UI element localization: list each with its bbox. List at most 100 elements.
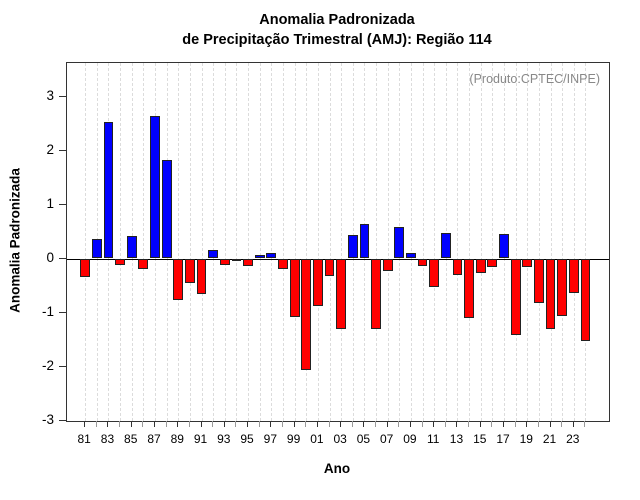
x-tick [491,421,493,427]
x-tick [409,421,411,427]
bar-89 [173,258,184,300]
grid-line [306,63,308,421]
bar-14 [464,258,475,318]
x-tick [258,421,260,427]
grid-line [585,63,587,421]
x-tick-label: 87 [147,432,161,446]
x-tick [188,421,190,427]
bar-01 [312,258,323,307]
grid-line [201,63,203,421]
bar-97 [266,253,277,259]
x-tick-label: 91 [193,432,208,446]
bar-08 [394,226,405,259]
x-tick [433,421,435,427]
source-annotation: (Produto:CPTEC/INPE) [469,72,600,86]
x-tick [340,421,342,427]
bar-21 [545,258,556,329]
grid-line [120,63,122,421]
bar-13 [452,258,463,275]
bar-09 [406,253,416,259]
y-tick [59,257,66,259]
x-tick-label: 85 [124,432,138,446]
x-tick [421,421,423,427]
bar-82 [91,238,102,259]
x-tick-label: 11 [426,432,440,446]
x-tick [456,421,458,427]
x-tick [200,421,202,427]
chart-title-line1: Anomalia Padronizada [259,12,415,28]
x-tick-label: 99 [286,432,301,446]
x-tick-label: 07 [379,432,394,446]
x-tick [130,421,132,427]
x-tick-label: 23 [566,432,580,446]
y-tick-label: 0 [46,249,54,265]
x-tick-label: 17 [496,432,510,446]
x-tick-label: 03 [333,432,347,446]
y-tick [59,95,66,97]
bar-18 [510,258,521,336]
x-tick [444,421,446,427]
bar-16 [487,258,498,267]
bar-15 [475,258,486,274]
x-tick [386,421,388,427]
bar-91 [196,258,207,295]
x-tick [270,421,272,427]
x-tick-label: 15 [473,432,487,446]
grid-line [515,63,517,421]
x-tick [281,421,283,427]
bar-98 [278,258,288,270]
x-tick [561,421,563,427]
x-tick [119,421,121,427]
y-tick-label: 1 [46,195,54,211]
grid-line [422,63,424,421]
bar-20 [534,258,544,303]
bar-03 [336,258,347,329]
grid-line [248,63,250,421]
grid-line [492,63,494,421]
bar-05 [359,223,370,259]
x-tick-label: 01 [310,432,324,446]
x-tick [328,421,330,427]
bar-96 [254,255,265,259]
grid-line [224,63,226,421]
bar-93 [219,258,230,265]
x-tick [503,421,505,427]
bar-24 [580,258,591,341]
bar-81 [80,258,91,278]
grid-line [341,63,343,421]
chart-title-line2: de Precipitação Trimestral (AMJ): Região… [182,32,492,48]
x-tick [177,421,179,427]
bar-04 [347,234,358,259]
x-tick [514,421,516,427]
grid-line [85,63,87,421]
grid-line [387,63,389,421]
grid-line [236,63,238,421]
x-tick-label: 13 [449,432,464,446]
x-tick [165,421,167,427]
x-tick [235,421,237,427]
x-tick [142,421,144,427]
y-tick [59,149,66,151]
grid-line [317,63,319,421]
bar-22 [557,258,568,316]
bar-06 [371,258,381,329]
plot-area [66,62,610,422]
x-tick-label: 05 [356,432,371,446]
x-tick [398,421,400,427]
bar-86 [138,258,149,270]
x-tick [293,421,295,427]
bar-00 [301,258,312,371]
bar-12 [440,233,451,259]
x-tick [584,421,586,427]
bar-85 [126,235,137,259]
grid-line [376,63,378,421]
bar-92 [208,250,219,259]
x-tick [572,421,574,427]
x-tick [84,421,86,427]
grid-line [562,63,564,421]
bar-07 [382,258,393,272]
grid-line [480,63,482,421]
x-tick [479,421,481,427]
bar-11 [429,258,440,288]
bar-99 [289,258,300,318]
